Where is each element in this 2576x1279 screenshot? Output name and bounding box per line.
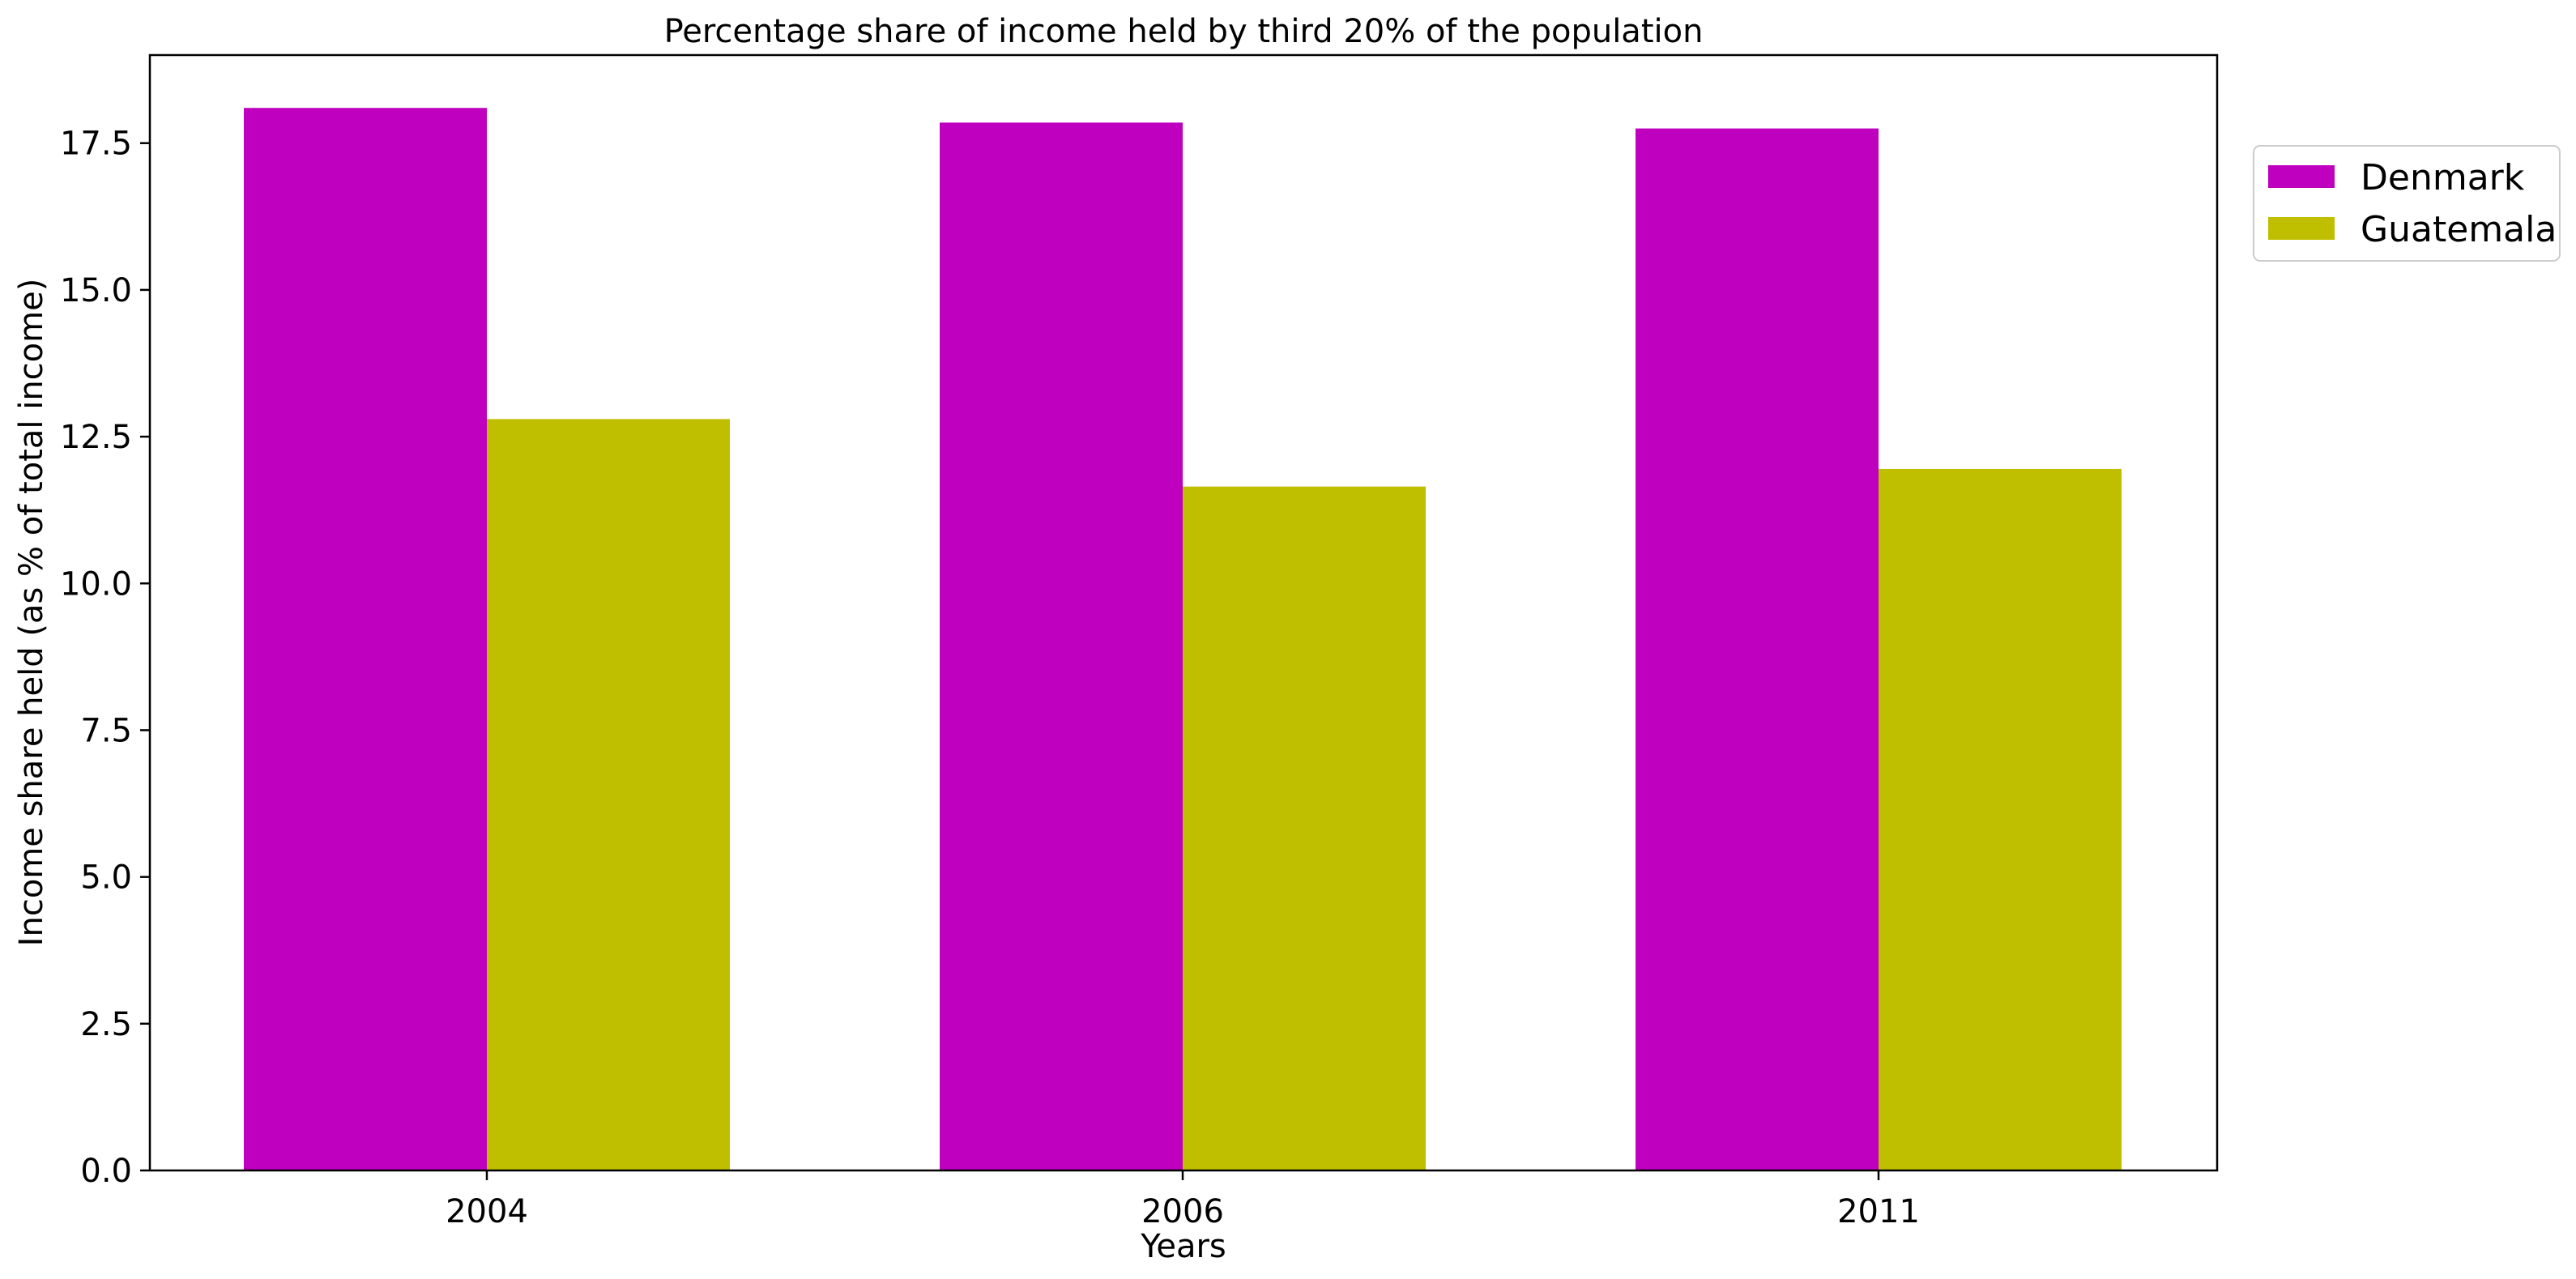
y-tick-label-1: 2.5 [80, 1006, 132, 1043]
y-tick-label-0: 0.0 [80, 1153, 132, 1190]
bar-guatemala-2006 [1183, 486, 1426, 1170]
legend-label-denmark: Denmark [2361, 157, 2525, 198]
bar-denmark-2011 [1636, 128, 1879, 1171]
legend: Denmark Guatemala [2253, 145, 2561, 262]
y-tick-label-7: 17.5 [60, 126, 132, 163]
x-tick-label-2011: 2011 [1837, 1193, 1920, 1230]
legend-swatch-guatemala [2268, 217, 2335, 240]
y-axis: 0.0 2.5 5.0 7.5 10.0 12.5 15.0 17.5 [60, 126, 150, 1190]
bar-guatemala-2011 [1879, 468, 2122, 1170]
y-tick-label-3: 7.5 [80, 712, 132, 749]
y-tick-label-2: 5.0 [80, 859, 132, 897]
x-axis: 2004 2006 2011 [446, 1170, 1920, 1230]
bar-guatemala-2004 [487, 419, 730, 1170]
x-axis-label: Years [1140, 1228, 1226, 1265]
y-axis-label: Income share held (as % of total income) [13, 279, 50, 947]
legend-label-guatemala: Guatemala [2361, 209, 2557, 250]
y-tick-label-5: 12.5 [60, 419, 132, 456]
x-tick-label-2004: 2004 [446, 1193, 528, 1230]
y-tick-label-6: 15.0 [60, 272, 132, 309]
bar-denmark-2006 [940, 122, 1183, 1171]
bar-denmark-2004 [244, 108, 487, 1170]
bars-group [244, 108, 2122, 1171]
legend-swatch-denmark [2268, 165, 2335, 188]
y-tick-label-4: 10.0 [60, 565, 132, 603]
chart-title: Percentage share of income held by third… [664, 13, 1704, 50]
x-tick-label-2006: 2006 [1141, 1193, 1224, 1230]
